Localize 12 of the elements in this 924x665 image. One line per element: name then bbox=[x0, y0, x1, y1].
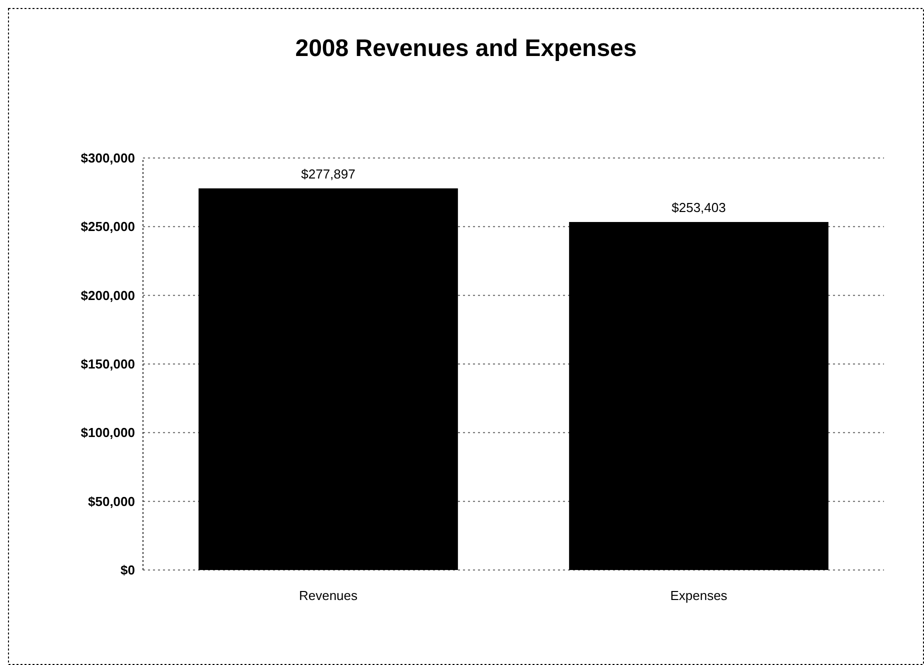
data-label: $277,897 bbox=[301, 166, 356, 182]
y-tick-label: $150,000 bbox=[80, 356, 135, 372]
x-tick-label: Revenues bbox=[298, 588, 358, 603]
y-tick-label: $100,000 bbox=[80, 425, 135, 440]
data-label: $253,403 bbox=[672, 200, 726, 215]
y-tick-label: $0 bbox=[120, 562, 135, 578]
x-tick-label: Expenses bbox=[670, 588, 728, 603]
y-tick-label: $200,000 bbox=[80, 288, 135, 303]
y-tick-label: $300,000 bbox=[80, 150, 135, 166]
chart-title: 2008 Revenues and Expenses bbox=[295, 35, 637, 62]
y-tick-label: $50,000 bbox=[88, 494, 135, 509]
y-tick-label: $250,000 bbox=[80, 219, 135, 234]
